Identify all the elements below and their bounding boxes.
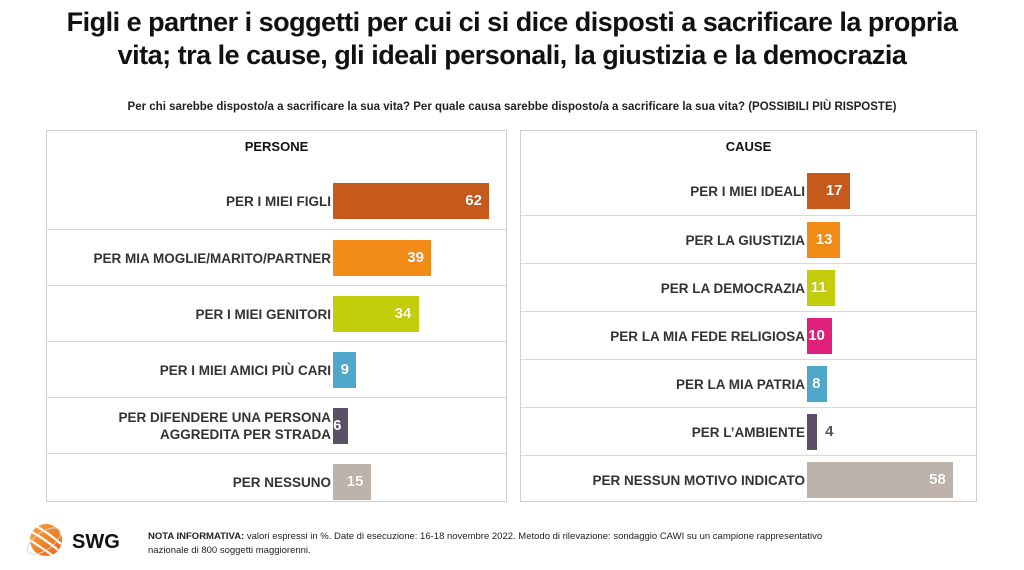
persone-data-label: 62 (465, 192, 482, 209)
persone-data-label: 39 (407, 249, 424, 266)
persone-bar (333, 296, 419, 332)
cause-bar (807, 462, 954, 498)
cause-data-label: 8 (812, 375, 821, 392)
cause-bar (807, 222, 840, 258)
persone-category-label: PER I MIEI AMICI PIÙ CARI (159, 362, 331, 378)
persone-category-label: PER DIFENDERE UNA PERSONA AGGREDITA PER … (118, 410, 331, 442)
cause-bar (807, 318, 833, 354)
persone-bar (333, 240, 432, 276)
persone-data-label: 34 (394, 305, 412, 322)
persone-row: PER I MIEI GENITORI 34 (47, 285, 506, 341)
persone-data-label: 9 (340, 361, 350, 378)
cause-category-label: PER LA DEMOCRAZIA (660, 280, 805, 296)
cause-bar (807, 173, 850, 209)
panel-cause: CAUSE PER I MIEI IDEALI 17 PER LA GIUSTIZI… (520, 130, 977, 502)
cause-bar (807, 366, 828, 402)
panel-persone: PERSONE PER I MIEI FIGLI 62 PER MIA MOGLIE… (46, 130, 507, 502)
cause-data-label: 17 (825, 182, 843, 199)
footer-note-text: valori espressi in %. Date di esecuzione… (148, 531, 823, 556)
cause-row: PER LA DEMOCRAZIA 11 (521, 263, 976, 311)
cause-row: PER NESSUN MOTIVO INDICATO 58 (521, 455, 976, 503)
persone-category-label: PER MIA MOGLIE/MARITO/PARTNER (93, 250, 331, 266)
chart-title-line2: vita; tra le cause, gli ideali personali… (117, 40, 907, 70)
persone-bar (333, 183, 490, 219)
cause-data-label: 13 (815, 231, 833, 248)
persone-data-label: 6 (333, 417, 342, 434)
cause-data-label: 4 (825, 423, 834, 440)
persone-bar (333, 352, 356, 388)
cause-bar (807, 414, 818, 450)
persone-row: PER I MIEI AMICI PIÙ CARI 9 (47, 341, 506, 397)
persone-bar (333, 464, 371, 500)
cause-category-label: PER L’AMBIENTE (691, 424, 805, 440)
persone-row: PER NESSUNO 15 (47, 453, 506, 509)
cause-category-label: PER I MIEI IDEALI (690, 183, 805, 199)
persone-category-label: PER I MIEI FIGLI (225, 193, 331, 209)
persone-bar (333, 408, 349, 444)
footer-note: NOTA INFORMATIVA: valori espressi in %. … (148, 530, 828, 558)
cause-row: PER L’AMBIENTE 4 (521, 407, 976, 455)
chart-title: Figli e partner i soggetti per cui ci si… (0, 6, 1024, 72)
persone-data-label: 15 (346, 473, 364, 490)
cause-category-label: PER LA MIA FEDE RELIGIOSA (610, 328, 805, 344)
cause-data-label: 58 (929, 471, 946, 488)
persone-category-label: PER I MIEI GENITORI (195, 306, 331, 322)
swg-logo: SWG (24, 520, 134, 560)
persone-category-label: PER NESSUNO (232, 474, 331, 490)
footer-note-label: NOTA INFORMATIVA: (148, 531, 245, 542)
persone-row: PER MIA MOGLIE/MARITO/PARTNER 39 (47, 229, 506, 285)
panel-persone-title: PERSONE (244, 139, 309, 154)
cause-category-label: PER LA GIUSTIZIA (685, 232, 805, 248)
cause-row: PER LA MIA PATRIA 8 (521, 359, 976, 407)
persone-row: PER I MIEI FIGLI 62 (47, 173, 506, 229)
cause-row: PER LA GIUSTIZIA 13 (521, 215, 976, 263)
cause-row: PER LA MIA FEDE RELIGIOSA 10 (521, 311, 976, 359)
cause-category-label: PER LA MIA PATRIA (676, 376, 805, 392)
chart-subtitle: Per chi sarebbe disposto/a a sacrificare… (127, 101, 897, 113)
cause-data-label: 10 (808, 327, 825, 344)
cause-row: PER I MIEI IDEALI 17 (521, 167, 976, 215)
swg-globe-icon: SWG (27, 524, 120, 556)
swg-logo-text: SWG (72, 531, 120, 553)
persone-row: PER DIFENDERE UNA PERSONA AGGREDITA PER … (47, 397, 506, 453)
cause-data-label: 11 (810, 279, 827, 296)
cause-bar (807, 270, 835, 306)
panel-cause-title: CAUSE (725, 139, 772, 154)
cause-category-label: PER NESSUN MOTIVO INDICATO (592, 472, 805, 488)
chart-title-line1: Figli e partner i soggetti per cui ci si… (66, 7, 958, 37)
